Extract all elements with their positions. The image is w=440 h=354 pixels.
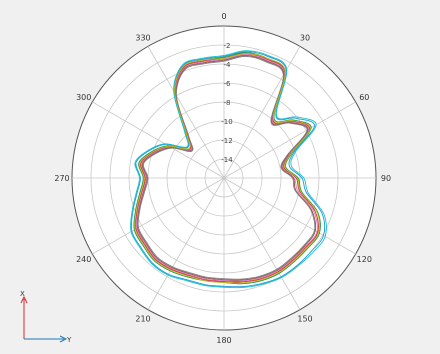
- angle-tick-label: 120: [357, 255, 372, 264]
- series-line-4: [135, 54, 318, 282]
- ring-labels: -2 -4 -6 -8 -10 -12 -14: [221, 42, 233, 164]
- angle-tick-label: 150: [297, 314, 312, 323]
- grid-spoke: [223, 177, 356, 255]
- axes-triad: X Y: [20, 290, 72, 344]
- x-axis-arrowhead: [20, 295, 28, 304]
- grid-spoke: [147, 46, 225, 179]
- radial-tick-label: -8: [224, 99, 231, 107]
- angle-tick-label: 270: [54, 174, 69, 183]
- series-line-7: [130, 50, 327, 289]
- y-axis-label: Y: [66, 336, 72, 344]
- series-line-8: [137, 55, 316, 280]
- radial-tick-label: -4: [224, 61, 232, 69]
- angle-tick-label: 60: [359, 93, 369, 102]
- angle-tick-label: 0: [221, 12, 226, 21]
- y-axis-arrowhead: [59, 335, 68, 343]
- angle-tick-label: 90: [381, 174, 391, 183]
- grid-spoke: [147, 177, 225, 310]
- grid-spoke: [92, 101, 225, 179]
- grid-spoke: [223, 101, 356, 179]
- x-axis-label: X: [20, 290, 25, 298]
- series-line-6: [134, 53, 321, 284]
- angle-tick-label: 210: [135, 314, 150, 323]
- series-line-5: [136, 54, 317, 281]
- angle-tick-label: 180: [216, 336, 231, 345]
- grid-spoke: [223, 46, 301, 179]
- grid-spokes: [72, 26, 376, 330]
- angle-tick-label: 330: [135, 34, 150, 43]
- radial-tick-label: -14: [221, 156, 233, 164]
- series-line-3: [135, 53, 319, 283]
- angle-tick-label: 300: [76, 93, 91, 102]
- series-lines: [130, 50, 327, 289]
- radial-tick-label: -10: [221, 118, 232, 126]
- radial-tick-label: -2: [224, 42, 231, 50]
- radial-tick-label: -12: [221, 137, 232, 145]
- angle-labels: 0 30 60 90 120 150 180 210 240 270 300 330: [54, 12, 391, 345]
- grid-spoke: [92, 177, 225, 255]
- series-line-1: [130, 51, 326, 288]
- grid-spoke: [223, 177, 301, 310]
- radial-tick-label: -6: [224, 80, 232, 88]
- angle-tick-label: 30: [300, 34, 310, 43]
- angle-tick-label: 240: [76, 255, 91, 264]
